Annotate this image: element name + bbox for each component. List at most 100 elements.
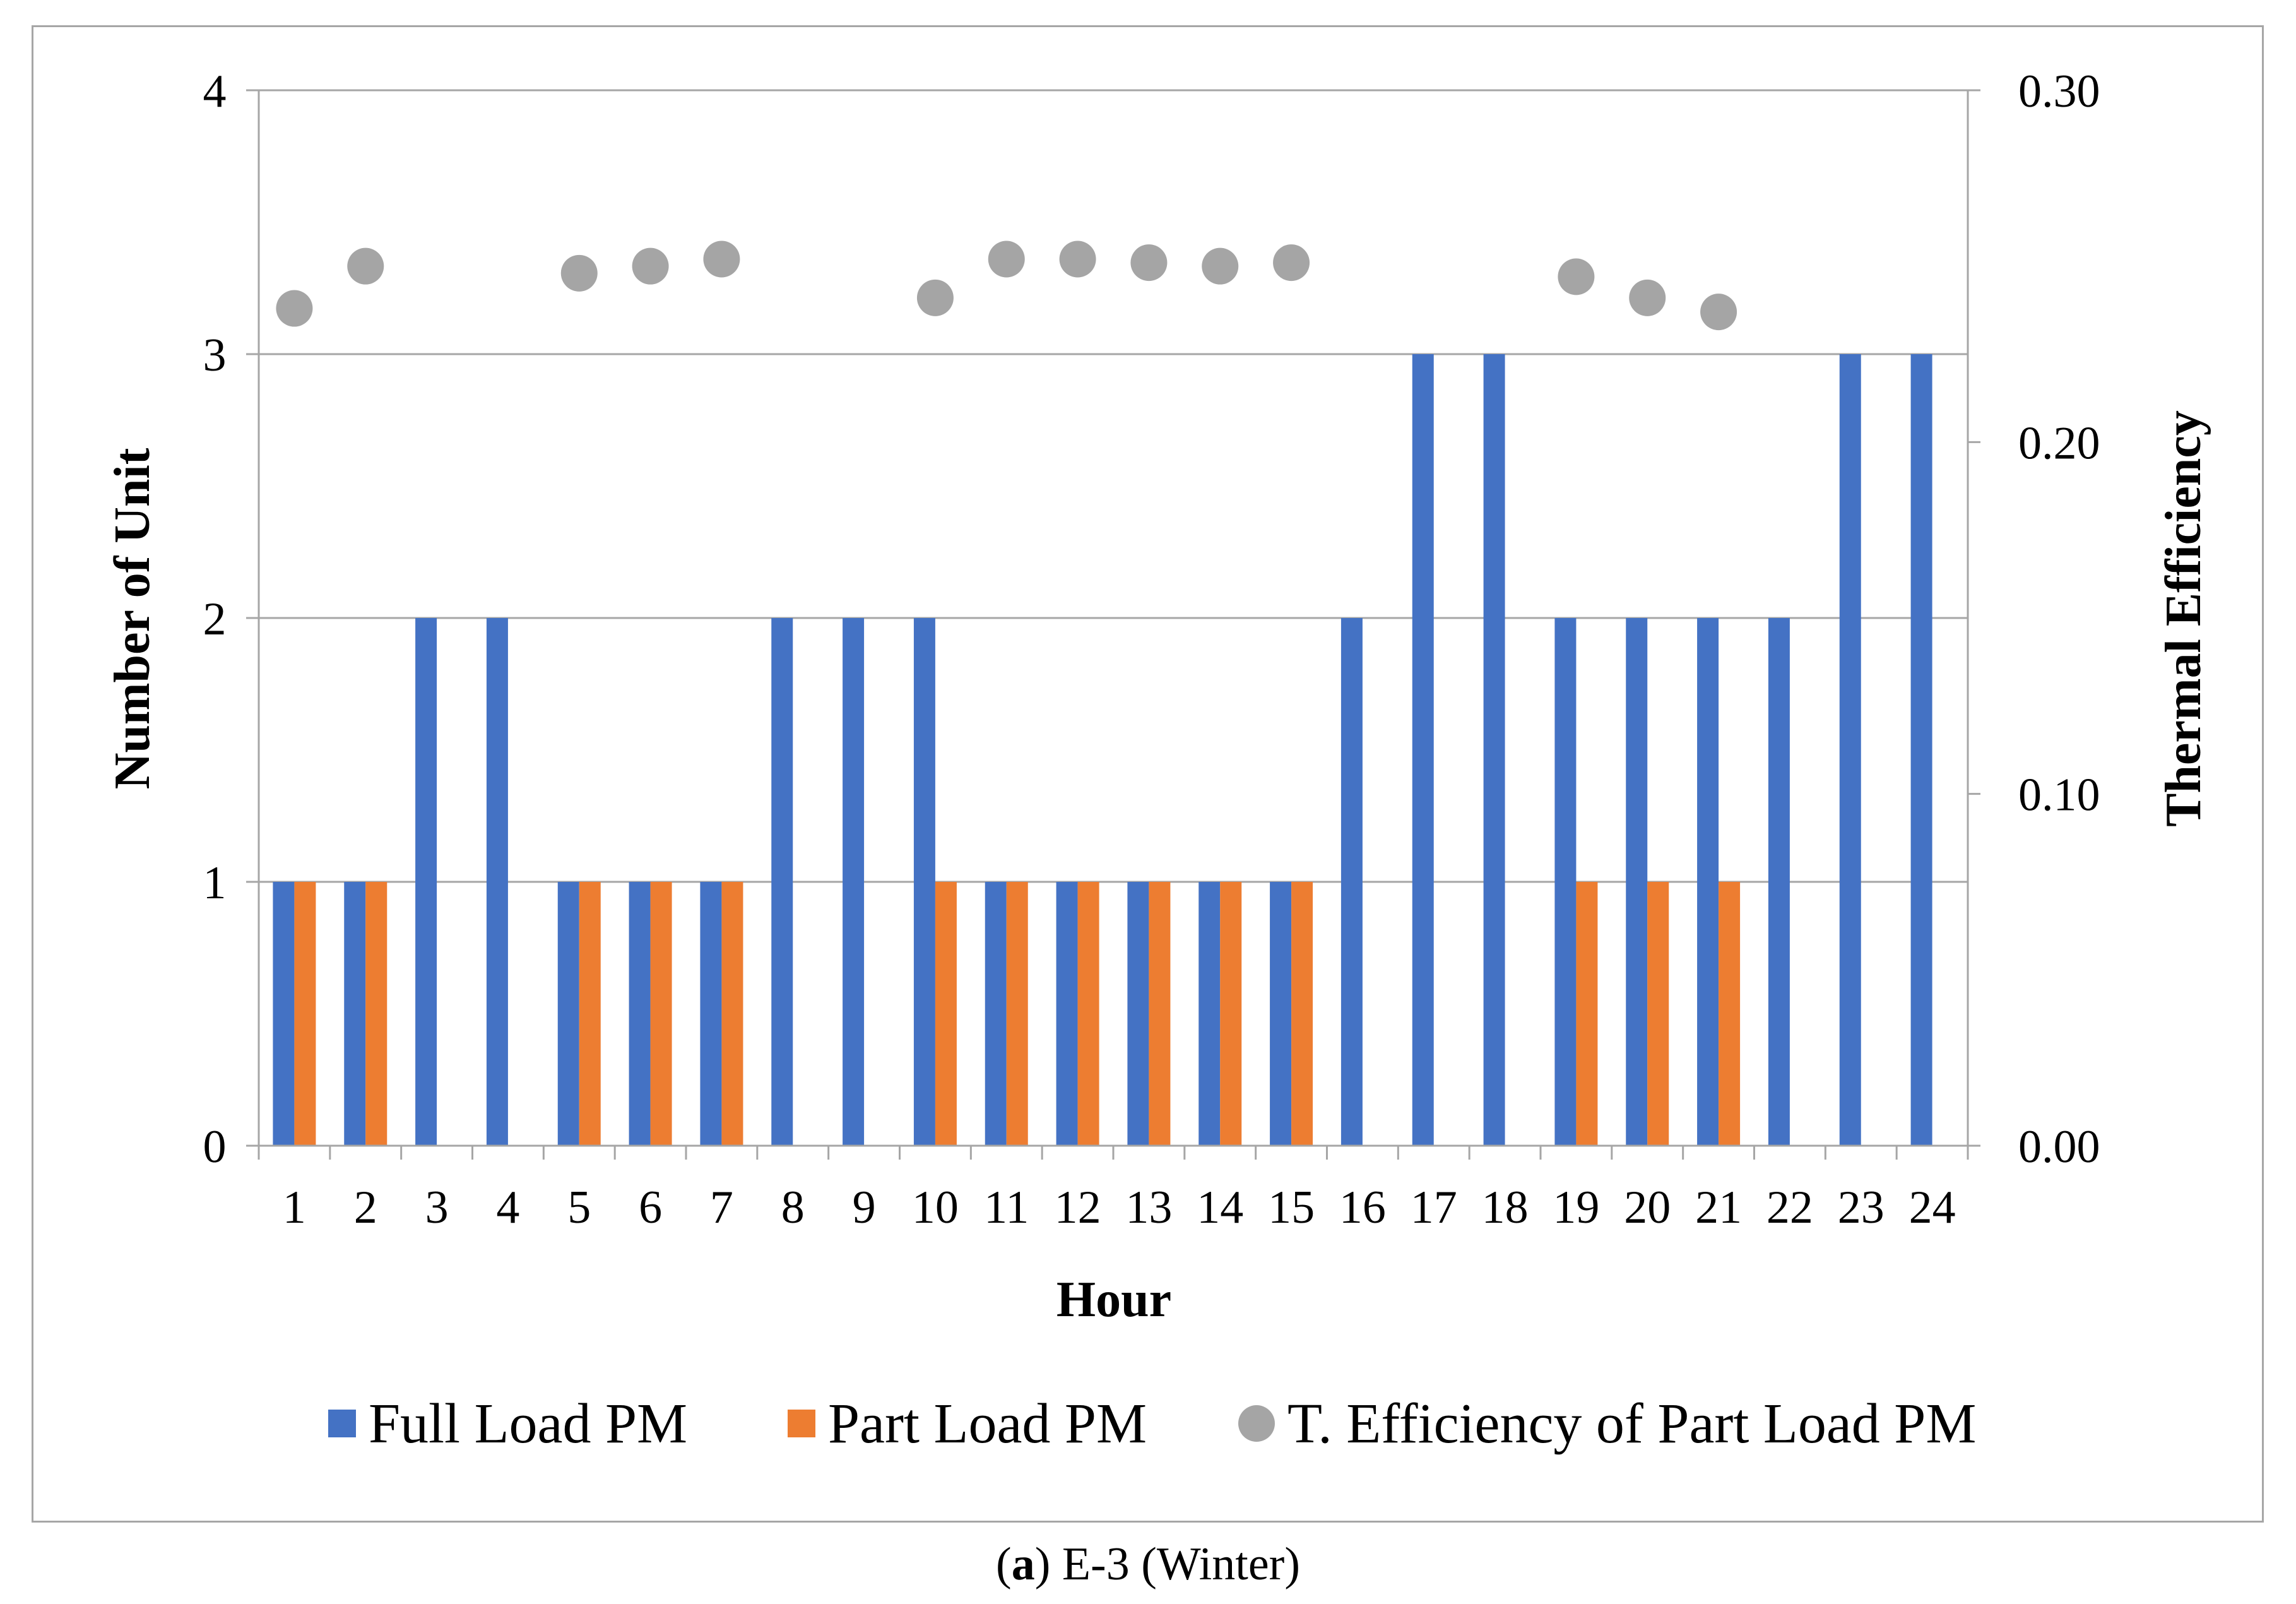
y2-tick-label-0.00: 0.00 (2018, 1121, 2100, 1173)
bar-full-load-1 (273, 882, 295, 1146)
x-tick-label-2: 2 (354, 1182, 377, 1233)
legend-item-part-load: Part Load PM (788, 1389, 1147, 1458)
x-tick-label-10: 10 (912, 1182, 959, 1233)
x-tick-label-15: 15 (1268, 1182, 1315, 1233)
x-tick-label-22: 22 (1766, 1182, 1813, 1233)
bar-part-load-1 (294, 882, 316, 1146)
y-tick-label-4: 4 (203, 66, 227, 117)
legend-swatch-part-load (788, 1410, 815, 1437)
x-tick-label-8: 8 (781, 1182, 805, 1233)
bar-full-load-12 (1056, 882, 1078, 1146)
y-tick-label-3: 3 (203, 330, 227, 381)
axes (246, 89, 1980, 1160)
x-tick-label-24: 24 (1909, 1182, 1956, 1233)
bar-part-load-5 (579, 882, 601, 1146)
x-tick-label-6: 6 (639, 1182, 662, 1233)
bar-full-load-5 (557, 882, 579, 1146)
bars (273, 354, 1932, 1146)
caption-label: a (1011, 1538, 1035, 1590)
bar-part-load-2 (365, 882, 388, 1146)
bar-part-load-14 (1220, 882, 1242, 1146)
bar-part-load-7 (721, 882, 743, 1146)
point-efficiency-7 (703, 241, 740, 278)
point-efficiency-20 (1629, 279, 1666, 316)
bar-full-load-11 (985, 882, 1007, 1146)
bar-part-load-13 (1149, 882, 1171, 1146)
figure-caption: (a) E-3 (Winter) (996, 1538, 1300, 1590)
gridlines (259, 89, 1968, 883)
point-efficiency-10 (916, 279, 954, 316)
point-efficiency-2 (347, 247, 384, 285)
bar-full-load-2 (344, 882, 366, 1146)
bar-part-load-20 (1647, 882, 1669, 1146)
y-tick-label-1: 1 (203, 857, 227, 909)
point-efficiency-21 (1700, 294, 1737, 331)
bar-part-load-11 (1006, 882, 1028, 1146)
point-efficiency-12 (1059, 241, 1096, 278)
legend-item-efficiency: T. Efficiency of Part Load PM (1238, 1389, 1976, 1458)
bar-full-load-14 (1198, 882, 1221, 1146)
bar-full-load-20 (1626, 618, 1648, 1146)
bar-part-load-6 (650, 882, 672, 1146)
x-tick-label-20: 20 (1624, 1182, 1671, 1233)
x-tick-label-9: 9 (853, 1182, 876, 1233)
y2-tick-label-0.30: 0.30 (2018, 66, 2100, 117)
bar-full-load-10 (913, 618, 935, 1146)
y-tick-label-0: 0 (203, 1121, 227, 1173)
y2-axis-title: Thermal Efficiency (2156, 410, 2211, 827)
bar-full-load-21 (1697, 618, 1719, 1146)
x-tick-label-16: 16 (1339, 1182, 1386, 1233)
efficiency-points (276, 241, 1737, 331)
bar-full-load-17 (1412, 354, 1434, 1146)
point-efficiency-15 (1273, 244, 1310, 282)
bar-full-load-23 (1839, 354, 1861, 1146)
point-efficiency-5 (560, 254, 598, 292)
point-efficiency-1 (276, 290, 313, 327)
bar-full-load-16 (1340, 618, 1363, 1146)
x-tick-label-1: 1 (283, 1182, 306, 1233)
legend-label-efficiency: T. Efficiency of Part Load PM (1287, 1392, 1977, 1455)
y-axis-title: Number of Unit (105, 448, 160, 789)
point-efficiency-11 (988, 241, 1025, 278)
x-tick-label-12: 12 (1055, 1182, 1101, 1233)
x-tick-label-5: 5 (567, 1182, 591, 1233)
x-tick-label-7: 7 (710, 1182, 733, 1233)
bar-part-load-12 (1077, 882, 1099, 1146)
bar-full-load-9 (843, 618, 865, 1146)
bar-part-load-21 (1719, 882, 1741, 1146)
x-tick-label-18: 18 (1482, 1182, 1529, 1233)
bar-full-load-15 (1270, 882, 1292, 1146)
bar-full-load-6 (629, 882, 651, 1146)
bar-full-load-3 (415, 618, 437, 1146)
x-tick-label-23: 23 (1838, 1182, 1885, 1233)
bar-full-load-24 (1910, 354, 1932, 1146)
y2-tick-label-0.20: 0.20 (2018, 417, 2100, 469)
caption-text: E-3 (Winter) (1062, 1538, 1300, 1590)
x-tick-label-11: 11 (984, 1182, 1029, 1233)
bar-full-load-4 (486, 618, 508, 1146)
bar-full-load-19 (1554, 618, 1577, 1146)
legend-swatch-efficiency (1238, 1405, 1275, 1442)
point-efficiency-13 (1130, 244, 1168, 282)
x-tick-label-4: 4 (496, 1182, 519, 1233)
bar-full-load-8 (771, 618, 793, 1146)
x-tick-label-17: 17 (1411, 1182, 1457, 1233)
legend-label-part-load: Part Load PM (828, 1392, 1147, 1455)
bar-part-load-19 (1576, 882, 1598, 1146)
x-tick-label-13: 13 (1125, 1182, 1172, 1233)
x-axis-title: Hour (1056, 1272, 1171, 1328)
bar-part-load-15 (1291, 882, 1313, 1146)
y-tick-label-2: 2 (203, 593, 227, 645)
x-tick-label-14: 14 (1197, 1182, 1243, 1233)
chart-frame (32, 25, 2264, 1523)
bar-full-load-13 (1127, 882, 1149, 1146)
point-efficiency-14 (1202, 247, 1239, 285)
bar-full-load-18 (1483, 354, 1505, 1146)
legend-label-full-load: Full Load PM (369, 1392, 688, 1455)
x-tick-label-21: 21 (1695, 1182, 1742, 1233)
bar-part-load-10 (935, 882, 957, 1146)
point-efficiency-6 (632, 247, 669, 285)
bar-full-load-22 (1768, 618, 1790, 1146)
